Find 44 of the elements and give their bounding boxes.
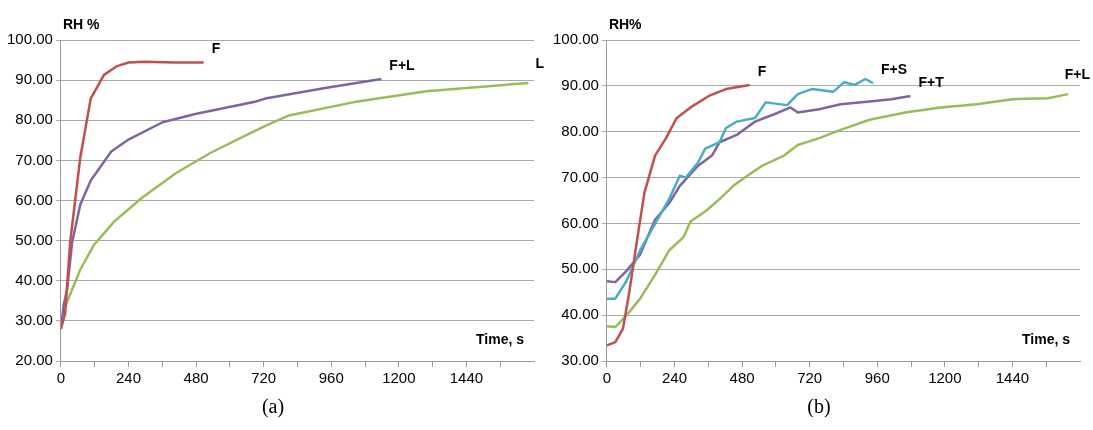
y-tick-label: 50.00	[15, 230, 53, 248]
x-tick-label: 960	[318, 369, 344, 387]
y-tick-label: 20.00	[15, 351, 53, 369]
x-tick-label: 1200	[928, 369, 962, 387]
series-label: F+T	[918, 73, 945, 90]
x-axis-title: Time, s	[1022, 330, 1071, 347]
series-label: L	[535, 54, 545, 71]
x-tick-label: 720	[251, 369, 277, 387]
y-tick-label: 90.00	[561, 76, 599, 93]
x-tick-label: 0	[602, 369, 612, 387]
series-label: F	[211, 40, 221, 57]
y-tick-label: 80.00	[561, 121, 599, 139]
y-tick-label: 100.00	[6, 30, 53, 48]
x-tick-label: 0	[56, 369, 66, 387]
y-tick-label: 100.00	[552, 30, 599, 48]
y-axis-title: RH %	[62, 15, 100, 32]
text: (a)	[260, 395, 286, 418]
x-tick-label: 720	[797, 369, 823, 387]
x-tick-label: 1440	[449, 369, 484, 387]
y-tick-label: 90.00	[15, 70, 53, 88]
y-tick-label: 30.00	[15, 311, 53, 329]
series-label: F+L	[389, 56, 416, 73]
x-tick-label: 240	[115, 369, 141, 387]
x-axis-title: Time, s	[476, 330, 525, 347]
x-tick-label: 480	[729, 369, 755, 387]
y-tick-label: 60.00	[561, 213, 599, 231]
y-tick-label: 80.00	[15, 110, 53, 128]
y-axis-title: RH%	[608, 15, 643, 32]
y-tick-label: 60.00	[15, 190, 53, 208]
text: (b)	[806, 395, 832, 418]
y-tick-label: 70.00	[15, 150, 53, 168]
series-label: F	[757, 62, 767, 79]
y-tick-label: 30.00	[561, 351, 599, 369]
y-tick-label: 40.00	[15, 270, 53, 288]
x-tick-label: 480	[183, 369, 209, 387]
x-tick-label: 1440	[995, 369, 1030, 387]
series-label: F+L	[1064, 65, 1091, 82]
x-tick-label: 1200	[382, 369, 416, 387]
y-tick-label: 70.00	[561, 167, 599, 185]
y-tick-label: 40.00	[561, 305, 599, 323]
x-tick-label: 960	[864, 369, 890, 387]
y-tick-label: 50.00	[561, 259, 599, 277]
x-tick-label: 240	[661, 369, 687, 387]
series-label: F+S	[881, 60, 908, 77]
